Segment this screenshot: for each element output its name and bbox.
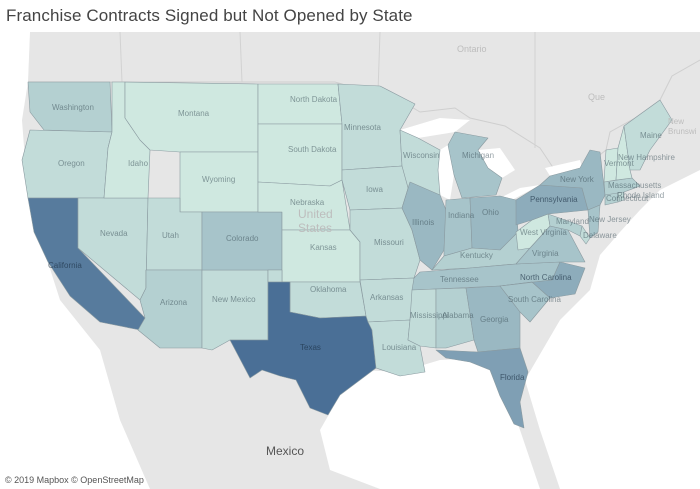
state-labels: Washington Oregon California Nevada Idaho Mon… xyxy=(48,95,675,382)
state-label-nj: New Jersey xyxy=(589,215,631,224)
state-ks[interactable] xyxy=(281,229,361,283)
state-label-or: Oregon xyxy=(58,159,85,168)
state-label-sc: South Carolina xyxy=(508,295,561,304)
state-nm[interactable] xyxy=(201,269,269,351)
state-fl[interactable] xyxy=(435,347,529,429)
state-label-nv: Nevada xyxy=(100,229,128,238)
state-label-ky: Kentucky xyxy=(460,251,493,260)
state-label-ms: Mississippi xyxy=(410,311,449,320)
state-label-mt: Montana xyxy=(178,109,210,118)
state-label-ri: Rhode Island xyxy=(617,191,664,200)
state-shapes[interactable] xyxy=(21,81,673,429)
state-label-ks: Kansas xyxy=(310,243,337,252)
state-label-wy: Wyoming xyxy=(202,175,235,184)
state-label-ut: Utah xyxy=(162,231,179,240)
state-label-va: Virginia xyxy=(532,249,559,258)
state-nd[interactable] xyxy=(257,83,343,125)
lake-michigan xyxy=(438,145,454,200)
quebec-label: Que xyxy=(588,92,605,102)
lake-huron xyxy=(478,148,515,178)
state-label-nd: North Dakota xyxy=(290,95,338,104)
lake-ontario xyxy=(545,160,582,176)
state-md[interactable] xyxy=(547,213,583,237)
state-label-nm: New Mexico xyxy=(212,295,256,304)
new-brunswick-label: New Brunswi xyxy=(668,117,697,136)
state-label-sd: South Dakota xyxy=(288,145,337,154)
state-label-fl: Florida xyxy=(500,373,525,382)
state-label-ne: Nebraska xyxy=(290,198,325,207)
state-label-me: Maine xyxy=(640,131,662,140)
state-label-ny: New York xyxy=(560,175,595,184)
state-az[interactable] xyxy=(137,269,203,349)
state-label-wa: Washington xyxy=(52,103,94,112)
state-ny[interactable] xyxy=(539,149,606,211)
state-label-de: Delaware xyxy=(583,231,617,240)
state-label-id: Idaho xyxy=(128,159,149,168)
state-tx[interactable] xyxy=(229,281,377,416)
atlantic-ocean xyxy=(525,170,700,489)
viz-title: Franchise Contracts Signed but Not Opene… xyxy=(6,6,413,25)
state-label-ma: Massachusetts xyxy=(608,181,661,190)
state-label-wi: Wisconsin xyxy=(403,151,439,160)
state-label-nc: North Carolina xyxy=(520,273,572,282)
state-sd[interactable] xyxy=(257,123,343,187)
state-label-wv: West Virginia xyxy=(520,228,567,237)
lake-superior xyxy=(400,118,470,138)
state-me[interactable] xyxy=(623,99,673,171)
province-lines xyxy=(119,32,536,148)
gulf-of-mexico xyxy=(320,358,540,489)
baja-peninsula xyxy=(100,322,185,470)
state-label-ct: Connecticut xyxy=(606,194,649,203)
map-area[interactable]: Washington Oregon California Nevada Idaho Mon… xyxy=(0,32,700,489)
state-label-tx: Texas xyxy=(300,343,321,352)
state-in[interactable] xyxy=(443,197,473,257)
state-label-mo: Missouri xyxy=(374,238,404,247)
united-states-label: United States xyxy=(298,207,333,235)
state-label-tn: Tennessee xyxy=(440,275,479,284)
state-nc[interactable] xyxy=(499,261,586,299)
pacific-ocean xyxy=(0,32,150,489)
state-label-ga: Georgia xyxy=(480,315,509,324)
map-canvas[interactable]: Washington Oregon California Nevada Idaho Mon… xyxy=(0,32,700,489)
state-label-in: Indiana xyxy=(448,211,475,220)
state-label-il: Illinois xyxy=(412,218,434,227)
state-label-oh: Ohio xyxy=(482,208,499,217)
state-label-ar: Arkansas xyxy=(370,293,403,302)
state-mi[interactable] xyxy=(447,131,503,199)
state-nh[interactable] xyxy=(615,125,633,181)
state-label-la: Louisiana xyxy=(382,343,417,352)
state-label-pa: Pennsylvania xyxy=(530,195,578,204)
state-al[interactable] xyxy=(435,287,475,349)
state-label-vt: Vermont xyxy=(604,159,635,168)
state-label-ok: Oklahoma xyxy=(310,285,347,294)
state-label-mn: Minnesota xyxy=(344,123,381,132)
ontario-label: Ontario xyxy=(457,44,487,54)
map-attribution: © 2019 Mapbox © OpenStreetMap xyxy=(5,475,144,485)
state-label-md: Maryland xyxy=(556,217,589,226)
mexico-label: Mexico xyxy=(266,444,304,458)
state-label-nh: New Hampshire xyxy=(618,153,675,162)
state-wi[interactable] xyxy=(399,129,441,196)
state-nj[interactable] xyxy=(587,204,601,239)
state-label-al: Alabama xyxy=(442,311,474,320)
state-label-co: Colorado xyxy=(226,234,259,243)
state-label-mi: Michigan xyxy=(462,151,494,160)
state-label-ca: California xyxy=(48,261,82,270)
state-label-az: Arizona xyxy=(160,298,188,307)
state-label-ia: Iowa xyxy=(366,185,383,194)
